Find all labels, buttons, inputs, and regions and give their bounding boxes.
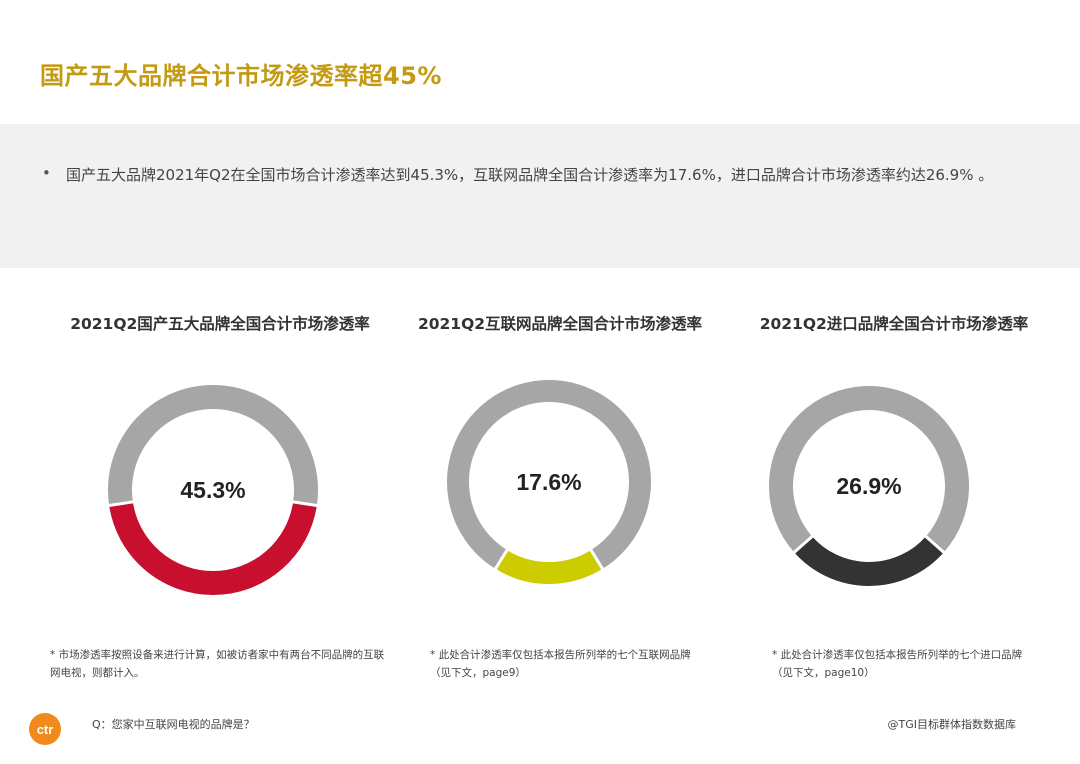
data-source: @TGI目标群体指数数据库 [887,718,1017,731]
slice-separator [493,548,509,571]
logo-text: ctr [37,722,54,737]
donut-chart-internet: 2021Q2互联网品牌全国合计市场渗透率 17.6% [390,312,730,642]
bullet-icon: • [42,164,51,182]
donut-svg: 26.9% [769,386,969,586]
slice-separator [107,500,135,508]
donut-svg: 17.6% [447,380,651,584]
donut-value-label: 26.9% [836,473,901,499]
ctr-logo-icon: ctr [29,713,61,745]
page-title: 国产五大品牌合计市场渗透率超45% [40,62,442,90]
summary-box: • 国产五大品牌2021年Q2在全国市场合计渗透率达到45.3%，互联网品牌全国… [0,124,1080,268]
donut-slice-rest [447,380,651,569]
footnote-imported: * 此处合计渗透率仅包括本报告所列举的七个进口品牌（见下文，page10） [772,649,1023,679]
donut-value-label: 17.6% [516,469,581,495]
donut-chart-domestic: 2021Q2国产五大品牌全国合计市场渗透率 45.3% [50,312,390,642]
donut-slice-value [794,536,944,586]
slice-separator [792,534,814,555]
donut-slice-value [109,501,317,595]
footnote-domestic: * 市场渗透率按照设备来进行计算，如被访者家中有两台不同品牌的互联网电视，则都计… [50,649,385,679]
donut-slice-value [495,549,603,584]
summary-text: 国产五大品牌2021年Q2在全国市场合计渗透率达到45.3%，互联网品牌全国合计… [66,166,994,184]
donut-slice-rest [769,386,969,553]
chart-title: 2021Q2进口品牌全国合计市场渗透率 [759,315,1029,333]
chart-title: 2021Q2互联网品牌全国合计市场渗透率 [417,315,703,333]
footnote-internet: * 此处合计渗透率仅包括本报告所列举的七个互联网品牌（见下文，page9） [430,649,691,679]
slice-separator [589,548,605,571]
donut-value-label: 45.3% [180,477,245,503]
donut-svg: 45.3% [107,385,319,595]
slice-separator [291,500,319,508]
slice-separator [924,534,946,555]
donut-slice-rest [108,385,318,506]
survey-question: Q：您家中互联网电视的品牌是？ [92,718,255,731]
chart-title: 2021Q2国产五大品牌全国合计市场渗透率 [70,315,370,333]
donut-chart-imported: 2021Q2进口品牌全国合计市场渗透率 26.9% [724,312,1064,642]
